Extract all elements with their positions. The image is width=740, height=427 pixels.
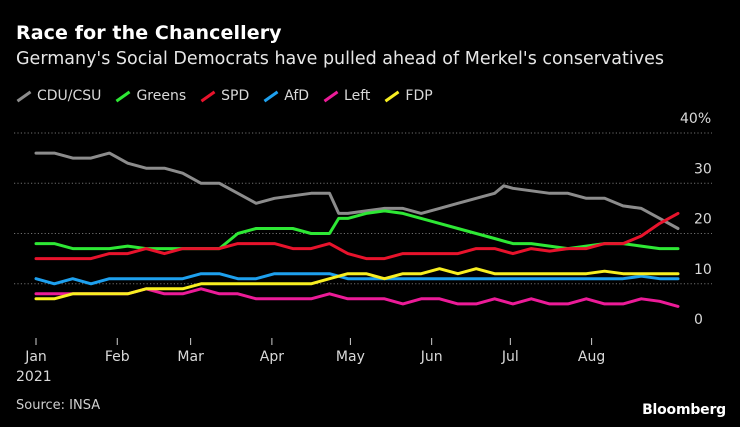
legend-label-left: Left [344, 88, 371, 104]
y-tick-label-20: 20 [694, 212, 712, 228]
y-tick-label-40: 40% [680, 111, 711, 127]
legend-item-fdp: FDP [384, 88, 432, 104]
legend-item-afd: AfD [263, 88, 309, 104]
chart-subtitle: Germany's Social Democrats have pulled a… [16, 49, 664, 69]
series-line-greens [34, 209, 680, 251]
legend-item-spd: SPD [200, 88, 249, 104]
legend-item-greens: Greens [115, 88, 186, 104]
series-line-afd [34, 272, 680, 286]
x-tick-label-may: May [336, 349, 365, 365]
x-year-label: 2021 [16, 369, 52, 385]
x-tick-label-aug: Aug [578, 349, 605, 365]
x-tick-label-feb: Feb [105, 349, 130, 365]
y-tick-label-10: 10 [694, 262, 712, 278]
legend-item-cdu: CDU/CSU [16, 88, 101, 104]
series-line-fdp [34, 267, 680, 301]
source-note: Source: INSA [16, 398, 101, 413]
legend-label-spd: SPD [221, 88, 250, 104]
x-tick-label-jun: Jun [420, 349, 443, 365]
x-tick-label-jul: Jul [501, 349, 519, 365]
chart-title: Race for the Chancellery [16, 22, 282, 44]
x-tick-label-mar: Mar [177, 349, 204, 365]
x-tick-label-apr: Apr [260, 349, 284, 365]
legend-label-cdu: CDU/CSU [37, 88, 102, 104]
legend-label-afd: AfD [284, 88, 310, 104]
bloomberg-logo: Bloomberg [642, 402, 726, 418]
y-tick-label-0: 0 [694, 312, 703, 328]
legend-label-greens: Greens [136, 88, 187, 104]
series-line-spd [34, 211, 680, 261]
x-tick-label-jan: Jan [24, 349, 47, 365]
legend-item-left: Left [323, 88, 370, 104]
legend-label-fdp: FDP [405, 88, 433, 104]
y-tick-label-30: 30 [694, 161, 712, 177]
series-line-cdu-csu [34, 151, 680, 230]
legend: CDU/CSU Greens SPD AfD Left FDP [16, 88, 433, 104]
